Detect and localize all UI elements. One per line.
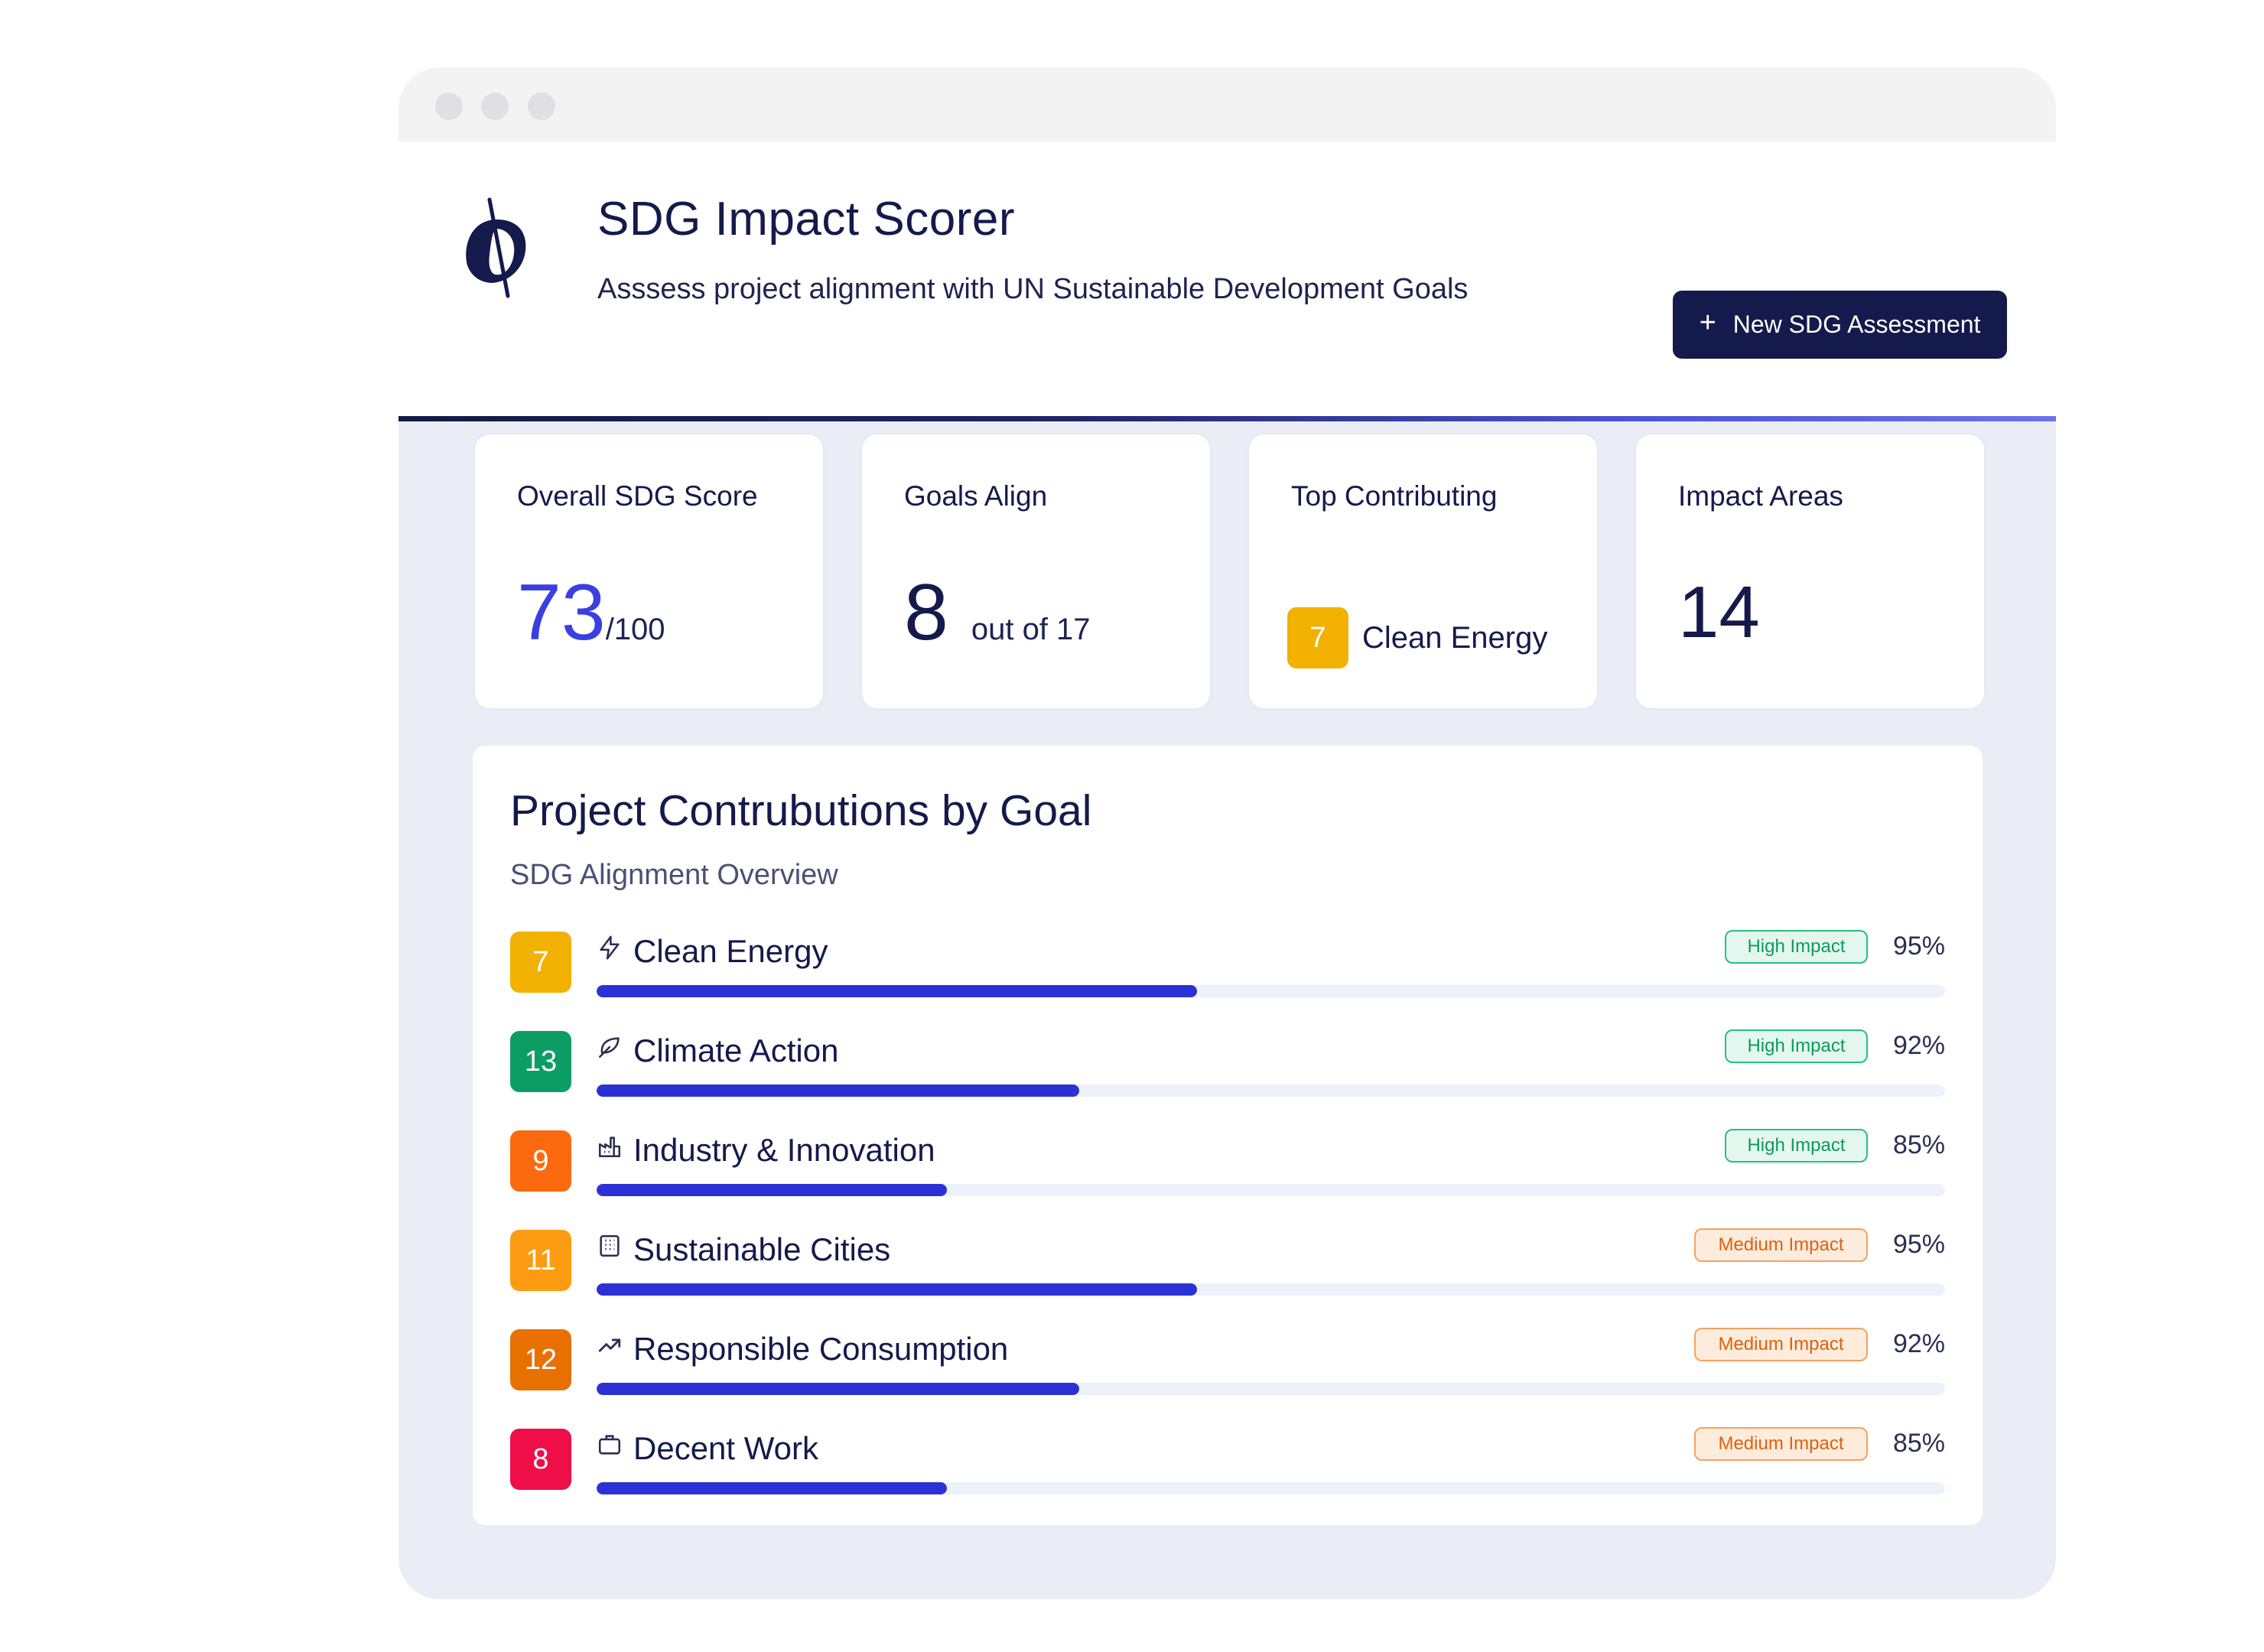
goal-percent: 95%: [1892, 932, 1945, 961]
goal-number-badge: 12: [510, 1329, 571, 1390]
plus-icon: +: [1699, 307, 1716, 339]
overall-score-card: Overall SDG Score 73/100: [475, 434, 823, 708]
factory-icon: [597, 1133, 623, 1159]
app-header: SDG Impact Scorer Asssess project alignm…: [398, 141, 2056, 421]
goal-row[interactable]: 9 Industry & Innovation High Impact 85%: [473, 1129, 1983, 1215]
impact-areas-value: 14: [1678, 571, 1760, 653]
goal-percent: 92%: [1892, 1031, 1945, 1060]
app-window: SDG Impact Scorer Asssess project alignm…: [398, 67, 2056, 1599]
progress-track: [597, 1383, 1945, 1395]
contributions-panel: Project Contrubutions by Goal SDG Alignm…: [473, 746, 1983, 1525]
top-contributing-card: Top Contributing 7 Clean Energy: [1249, 434, 1597, 708]
window-minimize-dot[interactable]: [481, 93, 509, 120]
goal-number-badge: 7: [510, 932, 571, 993]
header-divider: [398, 416, 2056, 421]
goal-percent: 85%: [1892, 1429, 1945, 1458]
goal-number-badge: 8: [510, 1429, 571, 1490]
impact-badge: Medium Impact: [1694, 1328, 1868, 1361]
top-goal-badge: 7: [1287, 607, 1348, 668]
building-icon: [597, 1233, 623, 1259]
progress-track: [597, 1184, 1945, 1196]
overall-score-suffix: /100: [605, 613, 665, 646]
goals-align-card: Goals Align 8 out of 17: [862, 434, 1210, 708]
progress-fill: [597, 1283, 1197, 1296]
goal-number-badge: 11: [510, 1230, 571, 1291]
overall-score-label: Overall SDG Score: [517, 480, 758, 512]
impact-badge: High Impact: [1725, 1129, 1868, 1163]
goals-align-value: 8 out of 17: [904, 571, 1091, 672]
goal-row[interactable]: 13 Climate Action High Impact 92%: [473, 1029, 1983, 1115]
goal-row[interactable]: 12 Responsible Consumption Medium Impact 92…: [473, 1328, 1983, 1413]
goals-align-suffix: out of 17: [971, 613, 1091, 646]
impact-areas-card: Impact Areas 14: [1636, 434, 1984, 708]
top-goal-name: Clean Energy: [1362, 621, 1548, 655]
goals-align-number: 8: [904, 568, 948, 657]
top-contributing-label: Top Contributing: [1291, 480, 1498, 512]
goal-name: Sustainable Cities: [633, 1231, 891, 1267]
goals-align-label: Goals Align: [904, 480, 1048, 512]
goal-percent: 92%: [1892, 1329, 1945, 1358]
leaf-icon: [597, 1034, 623, 1060]
window-titlebar: [398, 67, 2056, 141]
goal-percent: 85%: [1892, 1130, 1945, 1159]
goal-row[interactable]: 11 Sustainable Cities Medium Impact 95%: [473, 1228, 1983, 1314]
page-title: SDG Impact Scorer: [597, 193, 1015, 246]
progress-track: [597, 1283, 1945, 1296]
overall-score-number: 73: [517, 568, 606, 657]
goal-number-badge: 9: [510, 1130, 571, 1192]
lightning-icon: [597, 935, 623, 961]
impact-badge: Medium Impact: [1694, 1228, 1868, 1262]
impact-areas-label: Impact Areas: [1678, 480, 1843, 512]
new-assessment-label: New SDG Assessment: [1732, 311, 1981, 338]
goal-name: Industry & Innovation: [633, 1132, 935, 1168]
goal-name: Clean Energy: [633, 933, 828, 969]
goal-row[interactable]: 8 Decent Work Medium Impact 85%: [473, 1427, 1983, 1513]
panel-subtitle: SDG Alignment Overview: [510, 859, 838, 891]
impact-badge: High Impact: [1725, 930, 1868, 964]
progress-track: [597, 985, 1945, 997]
impact-badge: High Impact: [1725, 1029, 1868, 1063]
ornate-o-logo-icon: [466, 197, 526, 298]
progress-fill: [597, 985, 1197, 997]
page-subtitle: Asssess project alignment with UN Sustai…: [597, 273, 1469, 305]
progress-fill: [597, 1085, 1080, 1097]
progress-track: [597, 1085, 1945, 1097]
new-assessment-button[interactable]: + New SDG Assessment: [1673, 291, 2007, 359]
progress-fill: [597, 1482, 948, 1494]
goal-name: Responsible Consumption: [633, 1331, 1009, 1367]
goal-number-badge: 13: [510, 1031, 571, 1092]
progress-fill: [597, 1383, 1080, 1395]
trending-up-icon: [597, 1332, 623, 1358]
overall-score-value: 73/100: [517, 571, 665, 672]
window-maximize-dot[interactable]: [528, 93, 555, 120]
briefcase-icon: [597, 1432, 623, 1458]
progress-fill: [597, 1184, 948, 1196]
progress-track: [597, 1482, 1945, 1494]
goal-percent: 95%: [1892, 1230, 1945, 1259]
impact-badge: Medium Impact: [1694, 1427, 1868, 1461]
window-close-dot[interactable]: [435, 93, 463, 120]
panel-title: Project Contrubutions by Goal: [510, 786, 1092, 835]
goal-name: Decent Work: [633, 1430, 818, 1466]
goal-row[interactable]: 7 Clean Energy High Impact 95%: [473, 930, 1983, 1016]
goal-name: Climate Action: [633, 1032, 839, 1068]
